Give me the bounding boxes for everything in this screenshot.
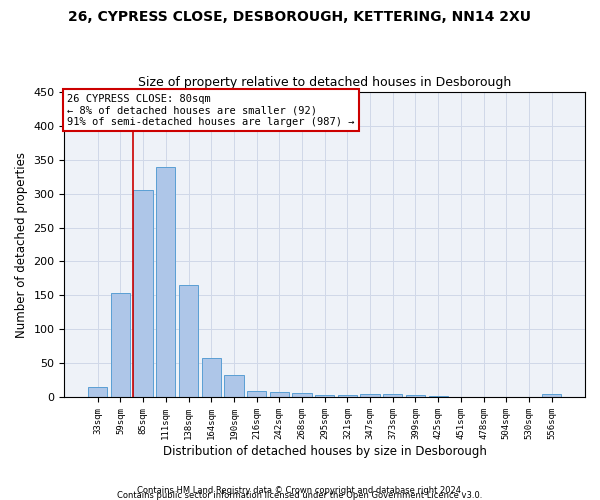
Bar [202,358,221,397]
Bar [111,294,130,397]
Bar [133,190,153,397]
Bar [338,395,357,397]
Y-axis label: Number of detached properties: Number of detached properties [15,152,28,338]
Title: Size of property relative to detached houses in Desborough: Size of property relative to detached ho… [138,76,511,90]
Bar [224,374,244,397]
Bar [269,392,289,397]
Bar [179,285,198,397]
Bar [156,166,175,397]
Text: 26, CYPRESS CLOSE, DESBOROUGH, KETTERING, NN14 2XU: 26, CYPRESS CLOSE, DESBOROUGH, KETTERING… [68,10,532,24]
Bar [315,395,334,397]
Bar [247,391,266,397]
Bar [292,393,311,397]
Bar [383,394,403,397]
Bar [406,395,425,397]
Bar [428,396,448,397]
X-axis label: Distribution of detached houses by size in Desborough: Distribution of detached houses by size … [163,444,487,458]
Text: 26 CYPRESS CLOSE: 80sqm
← 8% of detached houses are smaller (92)
91% of semi-det: 26 CYPRESS CLOSE: 80sqm ← 8% of detached… [67,94,355,127]
Text: Contains public sector information licensed under the Open Government Licence v3: Contains public sector information licen… [118,491,482,500]
Bar [88,387,107,397]
Bar [361,394,380,397]
Bar [542,394,562,397]
Text: Contains HM Land Registry data © Crown copyright and database right 2024.: Contains HM Land Registry data © Crown c… [137,486,463,495]
